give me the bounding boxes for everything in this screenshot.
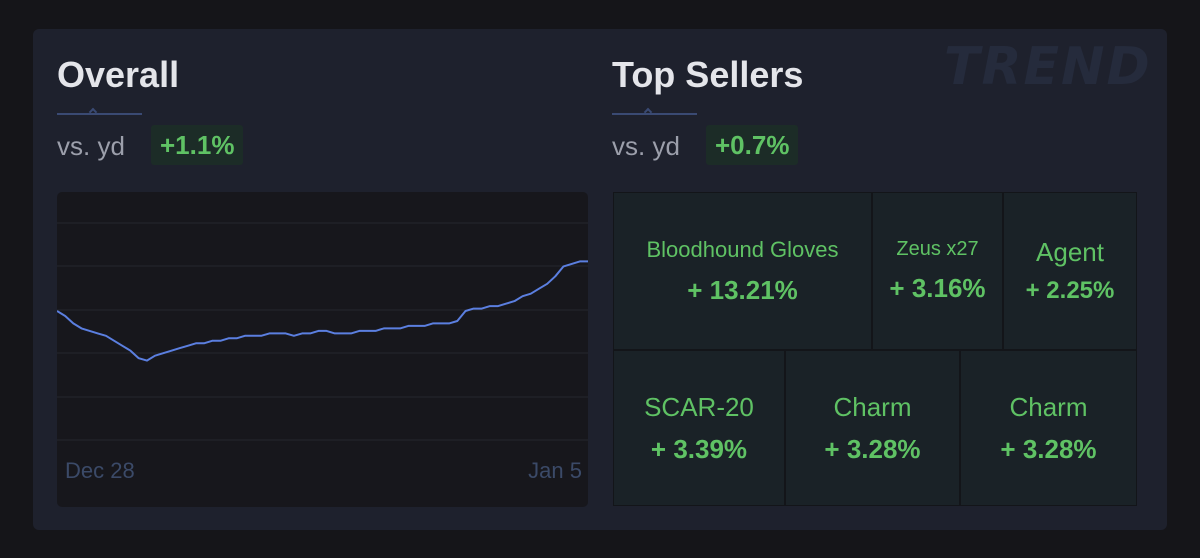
treemap-cell[interactable]: Zeus x27 + 3.16% bbox=[872, 192, 1003, 350]
trend-watermark: TREND bbox=[944, 37, 1152, 97]
treemap-cell[interactable]: Agent + 2.25% bbox=[1003, 192, 1137, 350]
item-name: Zeus x27 bbox=[896, 238, 979, 261]
item-name: Agent bbox=[1036, 236, 1104, 267]
item-name: SCAR-20 bbox=[644, 391, 754, 422]
item-change: + 3.28% bbox=[824, 434, 921, 464]
top-sellers-title: Top Sellers bbox=[612, 54, 804, 95]
overall-title-underline bbox=[57, 113, 142, 115]
treemap-cell[interactable]: Charm + 3.28% bbox=[785, 350, 960, 506]
x-tick-label: Jan 5 bbox=[528, 458, 582, 483]
overall-change-badge: +1.1% bbox=[151, 125, 244, 165]
item-change: + 13.21% bbox=[687, 274, 798, 305]
treemap-cell[interactable]: Bloodhound Gloves + 13.21% bbox=[613, 192, 872, 350]
top-sellers-vs-label: vs. yd bbox=[612, 131, 680, 161]
treemap-cell[interactable]: Charm + 3.28% bbox=[960, 350, 1137, 506]
overall-title: Overall bbox=[57, 54, 180, 95]
x-tick-label: Dec 28 bbox=[65, 458, 135, 483]
item-name: Charm bbox=[833, 391, 912, 422]
item-change: + 3.28% bbox=[1000, 434, 1097, 464]
item-change: + 2.25% bbox=[1025, 277, 1115, 305]
top-sellers-treemap: Bloodhound Gloves + 13.21% Zeus x27 + 3.… bbox=[613, 192, 1137, 506]
top-sellers-change-badge: +0.7% bbox=[706, 125, 799, 165]
item-name: Bloodhound Gloves bbox=[646, 237, 839, 262]
item-change: + 3.39% bbox=[650, 434, 748, 464]
chart-canvas bbox=[57, 222, 588, 441]
overall-line-chart: Dec 28 Jan 5 bbox=[57, 192, 588, 507]
top-sellers-title-underline bbox=[612, 113, 697, 115]
item-change: + 3.16% bbox=[889, 273, 986, 304]
item-name: Charm bbox=[1009, 391, 1088, 422]
overall-vs-label: vs. yd bbox=[57, 131, 125, 161]
series-line bbox=[57, 260, 588, 362]
treemap-cell[interactable]: SCAR-20 + 3.39% bbox=[613, 350, 785, 506]
